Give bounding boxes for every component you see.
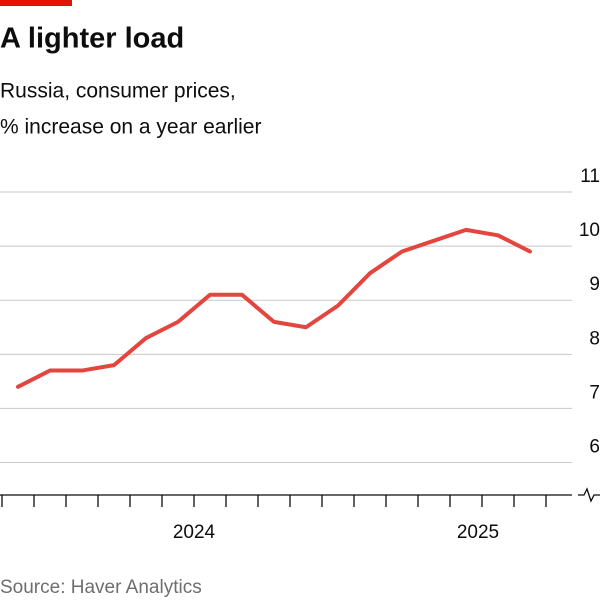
subtitle: Russia, consumer prices, (0, 80, 236, 103)
y-tick-label: 11 (580, 166, 600, 187)
axis-break (578, 487, 600, 503)
y-tick-label: 8 (589, 328, 600, 349)
subtitle: % increase on a year earlier (0, 116, 261, 139)
source: Source: Haver Analytics (0, 577, 202, 598)
y-tick-label: 6 (589, 437, 600, 458)
y-tick-label: 9 (589, 274, 600, 295)
line-series (16, 227, 532, 389)
chart-title: A lighter load (0, 23, 184, 55)
y-tick-label: 10 (579, 220, 600, 241)
y-tick-label: 7 (589, 382, 600, 403)
x-tick-label: 2024 (173, 522, 216, 543)
x-tick-label: 2025 (457, 522, 499, 543)
brand-bar (0, 0, 72, 6)
